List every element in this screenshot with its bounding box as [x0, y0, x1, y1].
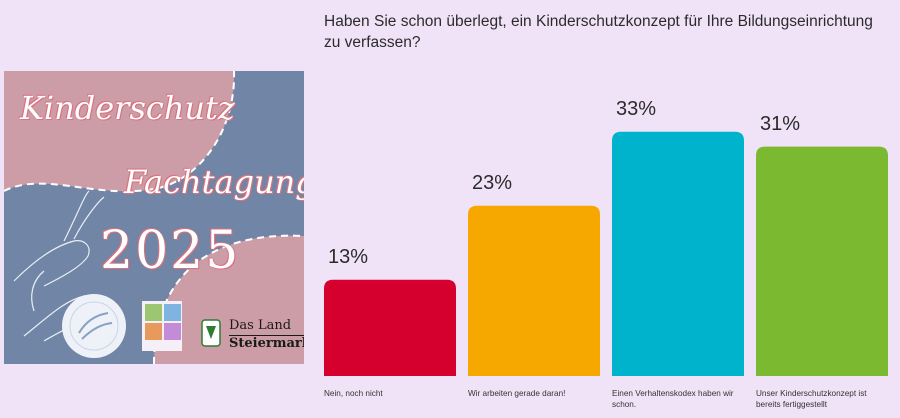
logo-line1: Das Land	[229, 318, 304, 336]
chart-question: Haben Sie schon überlegt, ein Kinderschu…	[324, 13, 873, 51]
poster-background	[4, 71, 304, 364]
logo-line2: Steiermark	[229, 336, 304, 351]
value-label-2: 23%	[472, 171, 513, 194]
poster-image: Kinderschutz Fachtagung 2025 Das Land St…	[4, 71, 304, 364]
value-label-4: 31%	[760, 112, 801, 135]
poster-title-line2: Fachtagung	[124, 163, 304, 201]
value-label-1: 13%	[328, 245, 369, 268]
value-label-3: 33%	[616, 97, 657, 120]
category-label-3: Einen Verhaltenskodex haben wir schon.	[612, 389, 734, 409]
poster-title-line1: Kinderschutz	[20, 89, 235, 127]
bar-4	[756, 146, 888, 376]
poster-title-year: 2025	[100, 221, 241, 281]
bar-2	[468, 205, 600, 376]
category-label-4: Unser Kinderschutzkonzept ist bereits fe…	[756, 389, 867, 409]
bar-1	[324, 279, 456, 376]
category-label-2: Wir arbeiten gerade daran!	[468, 389, 566, 398]
land-steiermark-logo: Das Land Steiermark	[204, 318, 304, 354]
category-label-1: Nein, noch nicht	[324, 389, 383, 398]
bar-3	[612, 131, 744, 376]
